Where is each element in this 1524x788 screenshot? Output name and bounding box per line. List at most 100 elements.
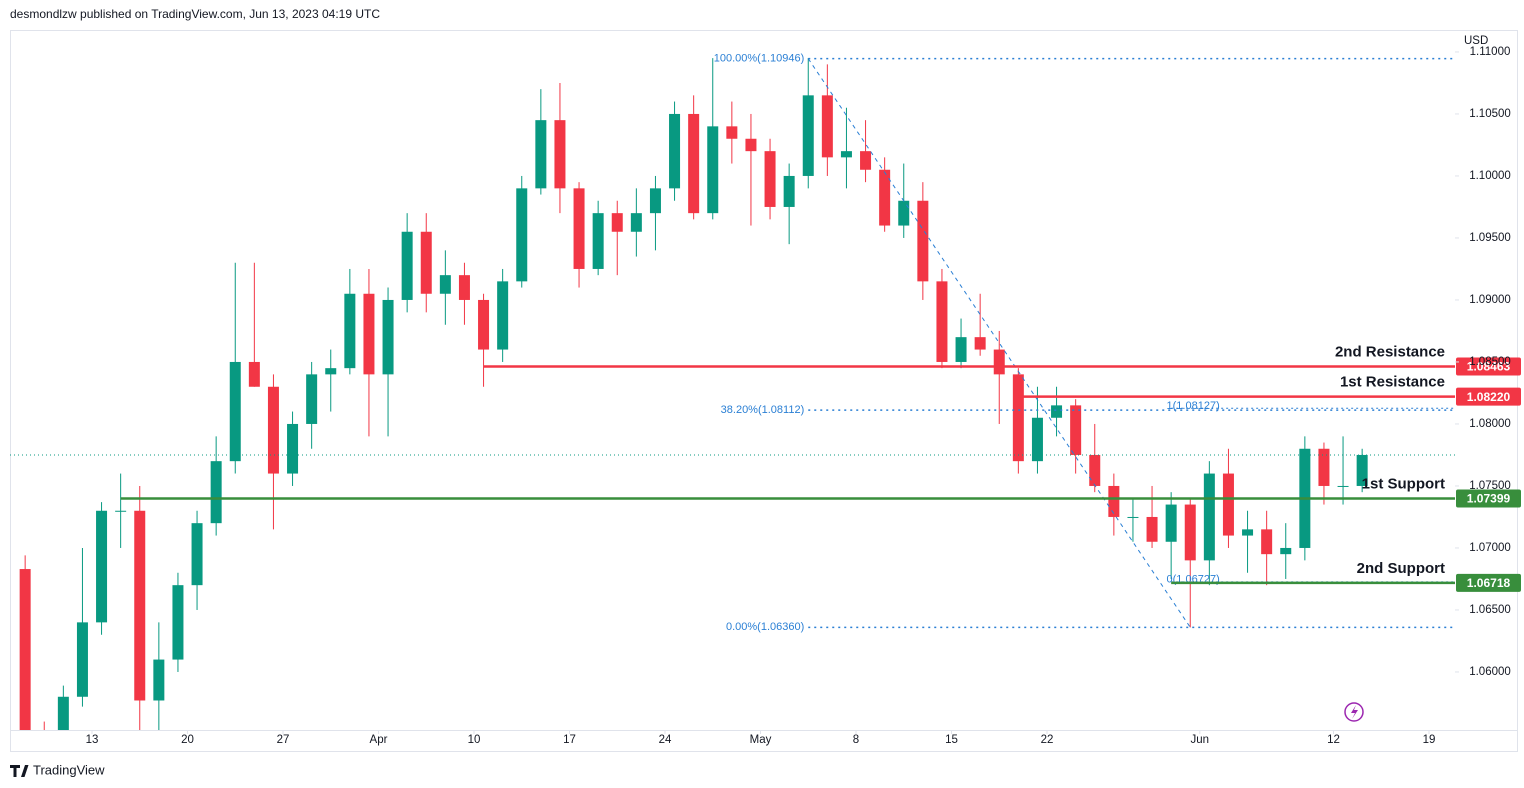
fib-level-label: 38.20%(1.08112) [721,404,805,416]
candle-body [267,386,279,474]
candle-body [153,659,165,701]
candle-body [764,151,776,207]
candle-body [19,569,31,730]
candle-body [688,113,700,214]
candle-body [1261,529,1273,555]
candle-body [917,200,929,282]
level-badge-label: 1.08463 [1467,360,1511,374]
candle-body [1337,485,1349,487]
level-name: 2nd Resistance [1335,344,1445,361]
x-tick-label: 24 [659,734,672,746]
candle-body [134,510,146,701]
candle-body [497,281,509,350]
candle-body [363,293,375,375]
candle-body [840,151,852,158]
candle-body [229,361,241,462]
x-tick-label: Apr [370,734,388,746]
currency-label: USD [1464,35,1488,47]
y-tick-label: 1.09000 [1469,294,1511,306]
candle-body [630,213,642,232]
y-tick-label: 1.08500 [1469,356,1511,368]
candle-body [1051,405,1063,418]
candle-body [974,337,986,350]
candle-body [344,293,356,369]
tradingview-logo[interactable]: TradingView [10,762,105,777]
fib-level-label: 100.00%(1.10946) [714,53,805,65]
y-tick-label: 1.08000 [1469,418,1511,430]
candle-body [382,299,394,375]
level-badge [1456,387,1521,406]
level-badge [1456,573,1521,592]
y-tick-label: 1.10000 [1469,170,1511,182]
x-tick-label: 20 [181,734,194,746]
x-tick-label: 8 [853,734,859,746]
level-badge-label: 1.08220 [1467,390,1511,404]
replay-icon[interactable] [1344,702,1364,722]
x-tick-label: May [750,734,772,746]
candle-body [745,138,757,152]
level-badge-label: 1.07399 [1467,492,1511,506]
candle-body [802,95,814,176]
y-tick-label: 1.10500 [1469,108,1511,120]
candle-body [649,188,661,214]
candle-body [1242,529,1254,536]
y-tick-label: 1.07500 [1469,480,1511,492]
candle-body [325,368,337,375]
candle-body [191,523,203,586]
x-tick-label: 17 [563,734,576,746]
candle-body [879,169,891,226]
fib-trend-line [807,58,1191,628]
x-tick-label: 27 [277,734,290,746]
level-badge [1456,489,1521,508]
y-tick-label: 1.06500 [1469,604,1511,616]
candle-body [39,735,50,740]
candle-body [993,349,1005,375]
candle-body [726,126,738,139]
candle-body [1031,417,1043,462]
candle-body [898,200,910,226]
fib-level-label: 0.00%(1.06360) [726,621,804,633]
candle-body [1356,454,1368,486]
candle-body [439,275,451,294]
fib2-level-label: 1(1.08127) [1167,400,1220,412]
y-tick-label: 1.06000 [1469,666,1511,678]
brand-name[interactable]: TradingView [33,762,105,777]
candle-body [611,213,623,232]
x-tick-label: Jun [1191,734,1210,746]
candle-body [248,361,260,387]
candle-body [401,231,413,300]
candle-body [1280,547,1292,555]
candle-body [1089,454,1101,486]
candle-body [955,337,967,362]
candle-body [821,95,833,158]
candle-body [478,299,490,350]
candle-body [669,113,681,189]
x-tick-label: 19 [1423,734,1436,746]
y-tick-label: 1.07000 [1469,542,1511,554]
level-badge-label: 1.06718 [1467,576,1511,590]
candle-body [458,275,470,300]
candle-body [172,585,184,660]
level-name: 1st Support [1362,475,1445,492]
candle-body [1146,516,1158,542]
candle-body [76,622,88,697]
candle-body [1108,485,1120,517]
candle-body [1070,405,1082,455]
candle-body [57,696,69,730]
candle-body [306,374,318,424]
candle-body [554,120,566,189]
publisher-header: desmondlzw published on TradingView.com,… [10,7,380,21]
x-tick-label: 10 [468,734,481,746]
y-tick-label: 1.09500 [1469,232,1511,244]
x-tick-label: 12 [1327,734,1340,746]
candle-body [1203,473,1215,561]
candle-body [592,213,604,269]
candle-body [420,231,432,294]
x-tick-label: 15 [945,734,958,746]
candle-body [573,188,585,269]
x-tick-label: 22 [1041,734,1054,746]
candle-body [210,461,222,524]
